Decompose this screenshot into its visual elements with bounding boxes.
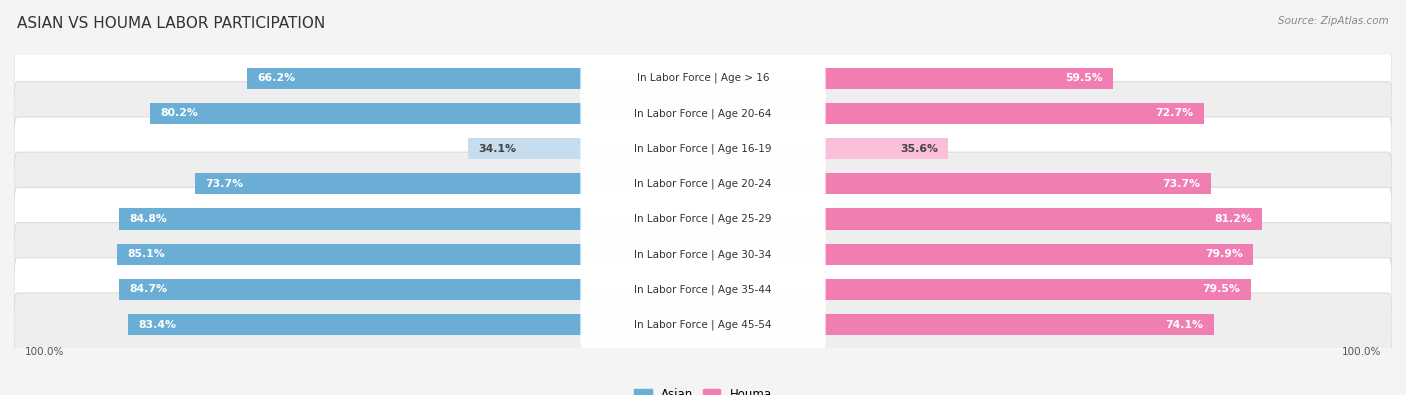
FancyBboxPatch shape	[14, 222, 1392, 286]
Text: 79.9%: 79.9%	[1205, 249, 1243, 259]
Bar	[150, 103, 582, 124]
Bar	[468, 138, 582, 159]
Text: 100.0%: 100.0%	[1343, 346, 1382, 357]
Text: 73.7%: 73.7%	[205, 179, 243, 189]
Text: 79.5%: 79.5%	[1202, 284, 1240, 295]
FancyBboxPatch shape	[14, 117, 1392, 181]
FancyBboxPatch shape	[14, 187, 1392, 251]
FancyBboxPatch shape	[581, 265, 825, 314]
FancyBboxPatch shape	[581, 125, 825, 173]
FancyBboxPatch shape	[581, 195, 825, 243]
Text: 100.0%: 100.0%	[24, 346, 63, 357]
Text: 83.4%: 83.4%	[139, 320, 177, 330]
FancyBboxPatch shape	[14, 293, 1392, 356]
Text: In Labor Force | Age 30-34: In Labor Force | Age 30-34	[634, 249, 772, 260]
Bar	[824, 173, 1211, 194]
Text: 81.2%: 81.2%	[1215, 214, 1253, 224]
Bar	[117, 244, 582, 265]
Bar	[824, 209, 1263, 229]
Text: ASIAN VS HOUMA LABOR PARTICIPATION: ASIAN VS HOUMA LABOR PARTICIPATION	[17, 16, 325, 31]
FancyBboxPatch shape	[581, 301, 825, 349]
FancyBboxPatch shape	[581, 160, 825, 208]
Bar	[824, 68, 1114, 89]
Text: In Labor Force | Age 20-64: In Labor Force | Age 20-64	[634, 108, 772, 118]
Text: In Labor Force | Age 25-29: In Labor Force | Age 25-29	[634, 214, 772, 224]
Bar	[824, 244, 1254, 265]
Text: In Labor Force | Age 20-24: In Labor Force | Age 20-24	[634, 179, 772, 189]
Bar	[824, 103, 1204, 124]
FancyBboxPatch shape	[14, 47, 1392, 110]
Text: 73.7%: 73.7%	[1163, 179, 1201, 189]
Bar	[120, 279, 582, 300]
Legend: Asian, Houma: Asian, Houma	[630, 384, 776, 395]
Bar	[824, 138, 948, 159]
Text: In Labor Force | Age > 16: In Labor Force | Age > 16	[637, 73, 769, 83]
Text: 84.7%: 84.7%	[129, 284, 167, 295]
FancyBboxPatch shape	[581, 230, 825, 278]
Bar	[824, 279, 1251, 300]
Bar	[247, 68, 582, 89]
Text: 84.8%: 84.8%	[129, 214, 167, 224]
Text: 35.6%: 35.6%	[900, 144, 938, 154]
Bar	[824, 314, 1213, 335]
FancyBboxPatch shape	[14, 152, 1392, 216]
FancyBboxPatch shape	[14, 82, 1392, 145]
Text: 34.1%: 34.1%	[478, 144, 516, 154]
Text: In Labor Force | Age 35-44: In Labor Force | Age 35-44	[634, 284, 772, 295]
FancyBboxPatch shape	[14, 258, 1392, 321]
FancyBboxPatch shape	[581, 54, 825, 102]
Text: 66.2%: 66.2%	[257, 73, 295, 83]
Text: 72.7%: 72.7%	[1156, 108, 1194, 118]
Bar	[118, 209, 582, 229]
Text: 85.1%: 85.1%	[127, 249, 165, 259]
Bar	[128, 314, 582, 335]
Text: In Labor Force | Age 16-19: In Labor Force | Age 16-19	[634, 143, 772, 154]
Text: 80.2%: 80.2%	[160, 108, 198, 118]
Text: Source: ZipAtlas.com: Source: ZipAtlas.com	[1278, 16, 1389, 26]
Text: 59.5%: 59.5%	[1064, 73, 1102, 83]
Text: 74.1%: 74.1%	[1166, 320, 1204, 330]
Bar	[195, 173, 582, 194]
FancyBboxPatch shape	[581, 89, 825, 137]
Text: In Labor Force | Age 45-54: In Labor Force | Age 45-54	[634, 320, 772, 330]
